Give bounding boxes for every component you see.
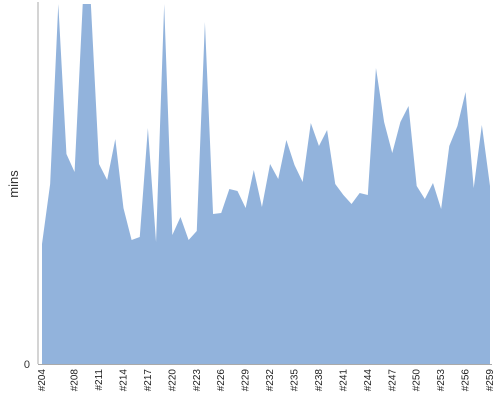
x-tick-label: #226: [216, 369, 227, 392]
x-tick-label: #204: [37, 369, 48, 392]
x-tick-label: #235: [290, 369, 301, 392]
x-tick-labels: #204 #208 #211 #214 #217 #220 #223 #226 #229 #232…: [37, 369, 496, 392]
x-tick-label: #217: [143, 369, 154, 392]
x-tick-label: #250: [412, 369, 423, 392]
y-axis-label: mins: [6, 170, 21, 198]
x-tick-label: #244: [363, 369, 374, 392]
x-tick-label: #259: [485, 369, 496, 392]
x-tick-label: #241: [338, 369, 349, 392]
x-tick-label: #211: [94, 369, 105, 391]
x-tick-label: #247: [387, 369, 398, 392]
x-tick-label: #229: [241, 369, 252, 392]
plot-area: [42, 4, 490, 364]
y-tick-label: 0: [24, 359, 30, 371]
x-tick-label: #253: [436, 369, 447, 392]
x-tick-label: #223: [192, 369, 203, 392]
x-tick-label: #256: [461, 369, 472, 392]
x-tick-label: #208: [70, 369, 81, 392]
x-tick-label: #220: [167, 369, 178, 392]
x-tick-label: #232: [265, 369, 276, 392]
x-tick-label: #214: [118, 369, 129, 392]
area-series: [42, 4, 490, 364]
x-tick-label: #238: [314, 369, 325, 392]
